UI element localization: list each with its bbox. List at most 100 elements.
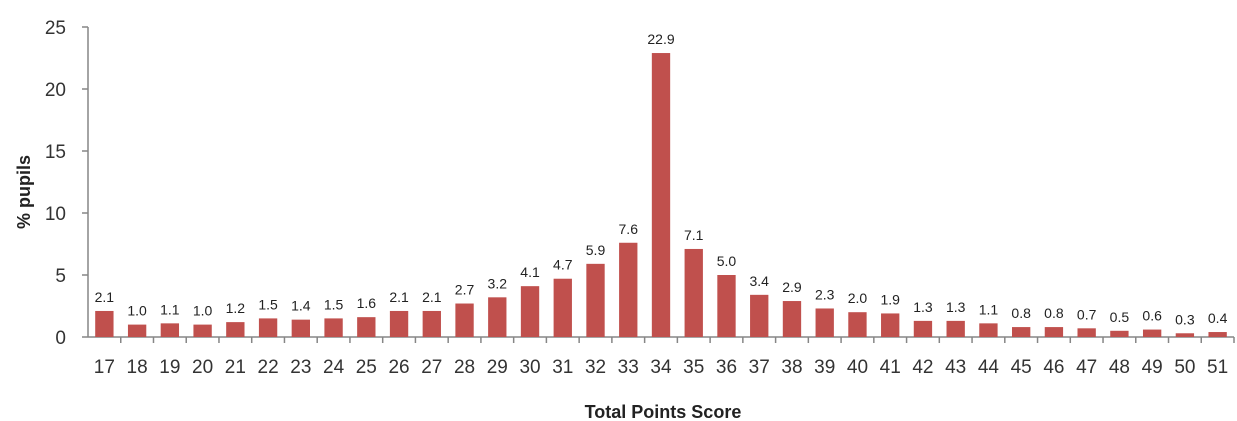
data-label: 1.3 <box>913 299 933 315</box>
data-label: 1.9 <box>880 291 900 307</box>
y-tick-label: 10 <box>45 204 66 225</box>
bar <box>946 320 965 337</box>
x-tick-label: 20 <box>192 357 213 378</box>
data-label: 0.7 <box>1077 306 1097 322</box>
bar <box>750 294 769 337</box>
x-tick-label: 18 <box>127 357 148 378</box>
bar <box>95 310 114 337</box>
bar <box>160 323 180 337</box>
bar <box>291 319 310 337</box>
data-label: 2.1 <box>422 289 442 305</box>
bar <box>586 263 605 337</box>
x-tick-label: 46 <box>1043 357 1064 378</box>
bar <box>389 310 409 337</box>
bar <box>357 317 376 337</box>
data-label: 7.1 <box>684 227 704 243</box>
x-tick-label: 27 <box>421 357 442 378</box>
bar <box>782 301 802 337</box>
data-label: 2.9 <box>782 279 802 295</box>
data-label: 1.0 <box>127 303 147 319</box>
x-tick-label: 19 <box>159 357 180 378</box>
data-labels: 2.1 1.0 1.1 1.0 1.2 1.5 1.4 1.5 1.6 2.1 2.1 2.7 3.2 4… <box>95 31 1228 327</box>
bar <box>1208 332 1227 337</box>
x-axis: 17 18 19 20 21 22 23 24 25 26 27 28 29 30 31 32 33 34 35 36… <box>88 336 1235 378</box>
data-label: 22.9 <box>647 31 674 47</box>
x-tick-label: 42 <box>912 357 933 378</box>
data-label: 0.6 <box>1142 308 1162 324</box>
data-label: 1.6 <box>357 295 377 311</box>
x-tick-label: 41 <box>880 357 901 378</box>
data-label: 7.6 <box>619 221 639 237</box>
x-tick-label: 51 <box>1207 357 1228 378</box>
x-tick-label: 47 <box>1076 357 1097 378</box>
x-tick-label: 39 <box>814 357 835 378</box>
bar <box>848 312 867 337</box>
bars <box>95 53 1227 337</box>
data-label: 3.2 <box>488 275 508 291</box>
x-tick-label: 40 <box>847 357 868 378</box>
bar <box>520 286 540 337</box>
data-label: 0.3 <box>1175 311 1195 327</box>
x-tick-label: 36 <box>716 357 737 378</box>
x-tick-label: 22 <box>258 357 279 378</box>
data-label: 2.0 <box>848 290 868 306</box>
data-label: 0.5 <box>1110 309 1130 325</box>
x-tick-label: 44 <box>978 357 1000 378</box>
x-tick-label: 24 <box>323 357 345 378</box>
x-tick-label: 29 <box>487 357 508 378</box>
data-label: 2.1 <box>389 289 409 305</box>
data-label: 1.0 <box>193 303 213 319</box>
x-tick-label: 34 <box>650 357 672 378</box>
bar <box>488 297 507 337</box>
data-label: 1.4 <box>291 298 311 314</box>
bar <box>455 303 474 337</box>
data-label: 4.1 <box>520 264 540 280</box>
data-label: 0.8 <box>1011 305 1031 321</box>
bar <box>1044 327 1064 337</box>
y-tick-label: 25 <box>45 18 66 39</box>
x-tick-label: 25 <box>356 357 377 378</box>
bar <box>881 313 900 337</box>
bar <box>1012 327 1031 337</box>
data-label: 1.5 <box>258 296 278 312</box>
bar <box>1077 328 1096 337</box>
x-tick-label: 33 <box>618 357 639 378</box>
y-axis: 0 5 10 15 20 25 <box>45 18 89 349</box>
data-label: 5.9 <box>586 242 606 258</box>
x-tick-label: 23 <box>290 357 311 378</box>
x-tick-label: 21 <box>225 357 246 378</box>
x-tick-label: 48 <box>1109 357 1130 378</box>
bar <box>1110 330 1129 337</box>
x-tick-label: 31 <box>552 357 573 378</box>
y-tick-label: 20 <box>45 80 66 101</box>
x-axis-title: Total Points Score <box>585 402 742 421</box>
bar <box>1175 333 1195 337</box>
bar <box>651 53 671 337</box>
x-tick-label: 49 <box>1142 357 1163 378</box>
x-tick-label: 43 <box>945 357 966 378</box>
x-tick-label: 45 <box>1011 357 1032 378</box>
data-label: 0.4 <box>1208 310 1228 326</box>
x-tick-label: 28 <box>454 357 475 378</box>
data-label: 2.7 <box>455 282 475 298</box>
bar <box>193 324 212 337</box>
y-tick-label: 0 <box>55 328 66 349</box>
bar <box>1142 329 1162 337</box>
bar <box>324 318 343 337</box>
bar <box>553 278 572 337</box>
data-label: 1.5 <box>324 296 344 312</box>
data-label: 2.1 <box>95 289 115 305</box>
data-label: 0.8 <box>1044 305 1064 321</box>
data-label: 1.1 <box>160 301 180 317</box>
data-label: 1.2 <box>226 300 246 316</box>
data-label: 2.3 <box>815 286 835 302</box>
y-tick-label: 15 <box>45 142 66 163</box>
data-label: 1.3 <box>946 299 966 315</box>
x-tick-label: 30 <box>519 357 540 378</box>
bar <box>913 320 933 337</box>
bar <box>127 324 147 337</box>
x-tick-label: 35 <box>683 357 704 378</box>
x-tick-label: 38 <box>781 357 802 378</box>
x-tick-label: 26 <box>388 357 409 378</box>
data-label: 3.4 <box>749 273 769 289</box>
